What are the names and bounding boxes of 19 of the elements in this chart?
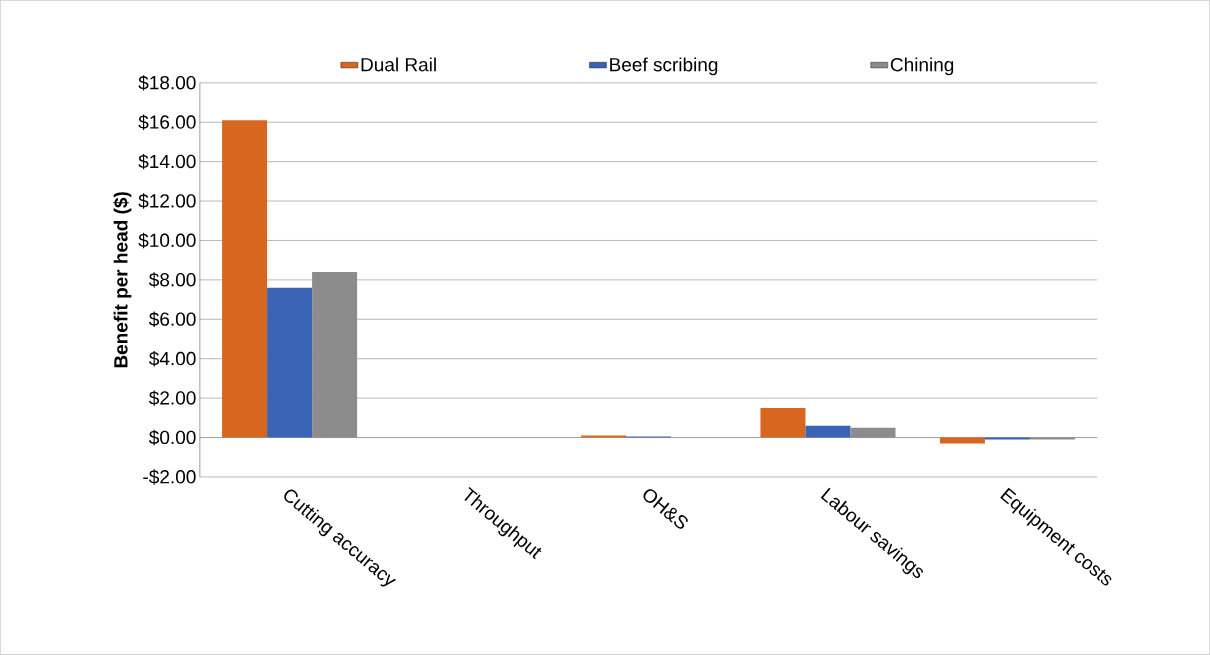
y-tick-label: $6.00 [148, 311, 196, 328]
y-tick-label: $10.00 [138, 232, 196, 249]
y-tick-label: $0.00 [148, 429, 196, 446]
y-tick-label: $2.00 [148, 390, 196, 406]
y-tick-label: $12.00 [138, 193, 196, 209]
bar [267, 287, 313, 438]
y-tick-label: -$2.00 [143, 469, 196, 485]
y-tick-label: $18.00 [138, 75, 196, 91]
y-tick-label: $14.00 [138, 154, 196, 170]
bar [760, 408, 806, 438]
legend-label: Dual Rail [361, 57, 436, 72]
y-tick-label: $8.00 [148, 272, 196, 288]
y-tick-label: $16.00 [138, 114, 196, 131]
y-axis-title: Benefit per head ($) [113, 192, 132, 368]
legend-label: Chining [890, 57, 954, 76]
bar [222, 120, 268, 438]
y-tick-label: $4.00 [148, 351, 196, 367]
bar [805, 425, 851, 438]
legend-label: Beef scribing [610, 57, 718, 76]
